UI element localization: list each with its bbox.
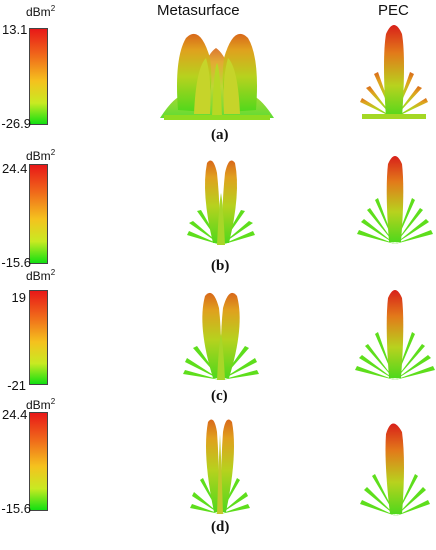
colorbar-max: 13.1	[2, 22, 28, 37]
colorbar-max: 24.4	[2, 407, 28, 422]
colorbar-min: -26.9	[1, 116, 31, 131]
pec-pattern-b	[357, 156, 433, 244]
colorbar-min: -15.6	[1, 501, 31, 516]
unit-label: dBm2	[26, 268, 56, 283]
metasurface-pattern-a	[160, 33, 274, 120]
subfigure-label: (b)	[211, 258, 230, 274]
colorbar-max: 19	[11, 290, 26, 305]
colorbar-min: -21	[7, 378, 26, 393]
subfigure-label: (c)	[211, 388, 228, 404]
metasurface-pattern-d	[190, 419, 250, 514]
pec-pattern-d	[360, 423, 430, 516]
subfigure-label: (a)	[211, 127, 229, 143]
subfigure-label: (d)	[211, 519, 230, 535]
colorbar	[29, 164, 48, 264]
unit-label: dBm2	[26, 4, 56, 19]
colorbar-max: 24.4	[2, 161, 28, 176]
metasurface-pattern-b	[187, 160, 255, 245]
pec-pattern-c	[355, 290, 435, 380]
unit-label: dBm2	[26, 397, 56, 412]
colorbar	[29, 290, 48, 385]
pec-column-header: PEC	[378, 2, 409, 19]
metasurface-column-header: Metasurface	[157, 2, 240, 19]
colorbar	[29, 28, 48, 125]
unit-label: dBm2	[26, 148, 56, 163]
colorbar	[29, 412, 48, 511]
pec-pattern-a	[360, 25, 428, 119]
metasurface-pattern-c	[183, 292, 259, 380]
colorbar-min: -15.6	[1, 255, 31, 270]
